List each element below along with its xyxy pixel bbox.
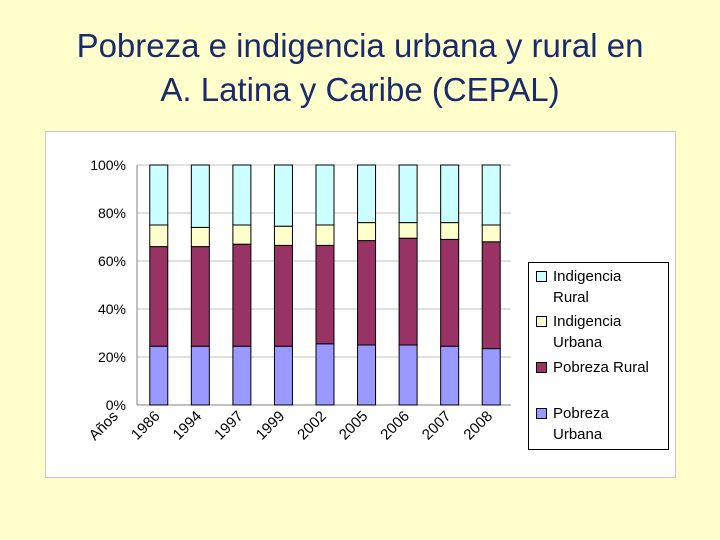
bar-pobreza-rural-2007 <box>440 238 460 347</box>
slide-title-line-1: Pobreza e indigencia urbana y rural en <box>76 27 644 64</box>
chart-container: 0% 20% 40% 60% 80% 100% 1986 1994 1997 1999 2002 20… <box>45 131 676 478</box>
y-tick-label: 60% <box>98 253 126 269</box>
bar-pobreza-rural-1994 <box>190 246 210 347</box>
x-axis-label: Años <box>86 408 122 444</box>
bar-indigencia-rural-2008 <box>481 164 501 226</box>
y-tick-label: 0% <box>106 397 126 413</box>
bar-indigencia-rural-2007 <box>440 164 460 224</box>
legend-label-indigencia-urbana-2: Urbana <box>553 334 603 351</box>
x-tick-label: 1999 <box>253 408 289 444</box>
stacked-bar-chart: 0%20%40%60%80%100%1986 1994 1997 1999 2002 20… <box>86 157 511 444</box>
bar-indigencia-urbana-2007 <box>440 222 460 240</box>
bar-indigencia-rural-2006 <box>398 164 418 224</box>
bar-indigencia-urbana-2005 <box>357 222 377 242</box>
bar-indigencia-urbana-1999 <box>273 225 293 246</box>
legend-label-indigencia-rural-1: Indigencia <box>553 268 622 285</box>
legend-label-indigencia-urbana-1: Indigencia <box>553 313 622 330</box>
bar-pobreza-rural-2008 <box>481 241 501 350</box>
bar-indigencia-rural-1997 <box>232 164 252 226</box>
bar-pobreza-rural-1986 <box>149 246 169 347</box>
bar-indigencia-urbana-1997 <box>232 224 252 245</box>
legend-label-pobreza-urbana-1: Pobreza <box>553 405 609 422</box>
bar-pobreza-rural-2006 <box>398 237 418 346</box>
bar-indigencia-urbana-2006 <box>398 222 418 239</box>
bar-pobreza-urbana-1999 <box>273 345 293 406</box>
bar-pobreza-rural-2005 <box>357 240 377 346</box>
x-tick-label: 1997 <box>211 408 247 444</box>
y-tick-label: 40% <box>98 301 126 317</box>
bar-pobreza-urbana-2002 <box>315 343 335 406</box>
legend-swatch-indigencia-rural <box>536 271 547 282</box>
legend-swatch-pobreza-rural <box>536 362 547 373</box>
bar-indigencia-rural-1999 <box>273 164 293 227</box>
bar-pobreza-urbana-2008 <box>481 348 501 406</box>
bar-indigencia-rural-2002 <box>315 164 335 226</box>
bar-pobreza-urbana-1997 <box>232 345 252 406</box>
bar-pobreza-urbana-2006 <box>398 344 418 406</box>
bar-pobreza-urbana-1994 <box>190 345 210 406</box>
bar-pobreza-urbana-2007 <box>440 345 460 406</box>
y-tick-label: 20% <box>98 349 126 365</box>
y-tick-label: 80% <box>98 205 126 221</box>
bar-pobreza-rural-1999 <box>273 244 293 347</box>
x-tick-label: 2006 <box>377 408 413 444</box>
x-tick-label: 2008 <box>460 408 496 444</box>
slide-title-line-2: A. Latina y Caribe (CEPAL) <box>160 71 560 108</box>
chart-legend: Indigencia Rural Indigencia Urbana Pobre… <box>528 262 669 450</box>
bar-indigencia-rural-1994 <box>190 164 210 228</box>
x-tick-label: 1994 <box>170 408 206 444</box>
bar-indigencia-urbana-2008 <box>481 224 501 243</box>
x-tick-label: 2005 <box>336 408 372 444</box>
bar-indigencia-rural-1986 <box>149 164 169 226</box>
x-tick-label: 1986 <box>128 408 164 444</box>
legend-swatch-indigencia-urbana <box>536 316 547 327</box>
x-tick-label: 2002 <box>294 408 330 444</box>
bar-pobreza-urbana-1986 <box>149 345 169 406</box>
legend-label-pobreza-rural: Pobreza Rural <box>553 359 649 376</box>
legend-label-indigencia-rural-2: Rural <box>553 289 589 306</box>
legend-swatch-pobreza-urbana <box>536 408 547 419</box>
bar-pobreza-urbana-2005 <box>357 344 377 406</box>
bar-pobreza-rural-2002 <box>315 244 335 345</box>
bar-pobreza-rural-1997 <box>232 243 252 347</box>
bar-indigencia-urbana-1986 <box>149 224 169 248</box>
slide-title: Pobreza e indigencia urbana y rural en A… <box>20 24 700 112</box>
bar-indigencia-rural-2005 <box>357 164 377 224</box>
y-tick-label: 100% <box>90 157 126 173</box>
bar-indigencia-urbana-2002 <box>315 224 335 246</box>
legend-label-pobreza-urbana-2: Urbana <box>553 426 603 443</box>
x-tick-label: 2007 <box>419 408 455 444</box>
bar-indigencia-urbana-1994 <box>190 226 210 248</box>
